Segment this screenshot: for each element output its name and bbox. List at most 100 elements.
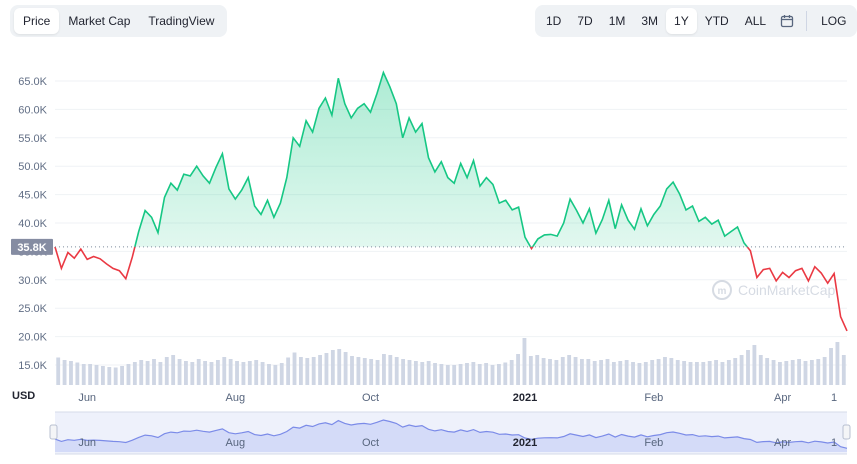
range-1y[interactable]: 1Y [666,8,697,34]
volume-bar [650,360,655,385]
volume-bar [445,365,450,385]
volume-bar [426,361,431,385]
volume-bar [279,363,284,385]
range-all[interactable]: ALL [744,14,767,28]
y-tick-label: 55.0K [18,133,47,145]
volume-bar [752,345,757,385]
volume-bar [401,359,406,385]
volume-bar [382,354,386,385]
volume-bar [69,361,73,385]
volume-bar [790,360,795,385]
volume-bar [816,359,821,385]
volume-bar [394,357,399,385]
volume-bar [835,342,840,385]
volume-bar [829,348,833,385]
volume-bar [548,359,552,385]
volume-bar [682,361,687,385]
volume-bar [541,358,546,385]
y-tick-label: 60.0K [18,104,47,116]
range-ytd[interactable]: YTD [704,14,729,28]
navigator-tick-label: Jun [78,437,96,449]
volume-bar [235,361,239,385]
volume-bar [139,360,144,385]
volume-bar [286,357,291,385]
navigator-tick-label: 1 [831,437,837,449]
volume-bar [663,357,667,385]
currency-label: USD [12,390,35,402]
volume-bar [560,357,565,385]
volume-bar [228,359,233,385]
volume-bar [465,363,469,385]
volume-bar [439,364,444,385]
volume-bar [573,357,578,385]
volume-bar [369,359,374,385]
volume-bar [222,357,227,385]
volume-bar [656,359,661,385]
navigator: Jun Aug Oct 2021 Feb Apr 1 [49,411,851,455]
volume-bar [337,349,342,385]
navigator-tick-label: Aug [226,437,246,449]
navigator-left-handle[interactable] [49,424,58,440]
volume-bar [516,354,520,385]
volume-bar [707,361,712,385]
range-1m[interactable]: 1M [608,14,626,28]
volume-bar [330,350,335,385]
volume-bar [362,358,367,385]
y-tick-label: 45.0K [18,190,47,202]
volume-bar [535,355,540,385]
volume-bar [164,357,169,385]
volume-bar [726,360,731,385]
volume-bar [809,360,814,385]
volume-bar [484,363,489,385]
volume-bar [509,360,514,385]
volume-bar [554,360,559,385]
range-1d[interactable]: 1D [546,14,562,28]
volume-bar [528,356,533,385]
watermark-text: CoinMarketCap [738,282,835,298]
x-tick-label: Jun [78,392,96,404]
volume-bar [350,356,354,385]
volume-bar [611,362,616,385]
navigator-area [55,420,847,452]
volume-bar [158,362,163,385]
range-7d[interactable]: 7D [577,14,593,28]
volume-bar [56,357,61,385]
volume-bar [107,367,112,385]
volume-bar [126,364,131,385]
tab-tradingview[interactable]: TradingView [148,14,215,28]
volume-bar [324,353,329,385]
range-3m[interactable]: 3M [641,14,659,28]
tab-market-cap[interactable]: Market Cap [68,14,131,28]
navigator-tick-label: Feb [644,437,663,449]
volume-bar [746,350,750,385]
y-axis-tick-labels: 15.0K20.0K25.0K30.0K35.0K40.0K45.0K50.0K… [18,76,47,372]
calendar-icon[interactable] [774,8,800,34]
volume-bar [260,362,265,385]
volume-bar [113,367,118,385]
x-tick-label: Apr [774,392,791,404]
volume-bar [631,362,635,385]
volume-bar [215,360,220,385]
range-divider [806,11,808,31]
volume-bar [822,357,827,385]
volume-bar [318,355,322,385]
volume-bar [592,361,597,385]
volume-bar [637,363,642,385]
volume-bar [356,357,361,385]
tab-price[interactable]: Price [14,8,60,34]
volume-bars [56,338,846,385]
y-tick-label: 30.0K [18,275,47,287]
navigator-tick-label: Apr [774,437,791,449]
volume-bar [311,357,316,385]
volume-bar [120,366,124,385]
volume-bar [522,338,527,385]
log-scale-toggle[interactable]: LOG [821,14,847,28]
x-tick-label: Oct [362,392,379,404]
volume-bar [490,365,495,385]
x-tick-label: 1 [831,392,837,404]
volume-bar [643,362,648,385]
volume-bar [375,360,380,385]
volume-bar [714,360,718,385]
volume-bar [803,361,808,385]
navigator-right-handle[interactable] [842,424,851,440]
